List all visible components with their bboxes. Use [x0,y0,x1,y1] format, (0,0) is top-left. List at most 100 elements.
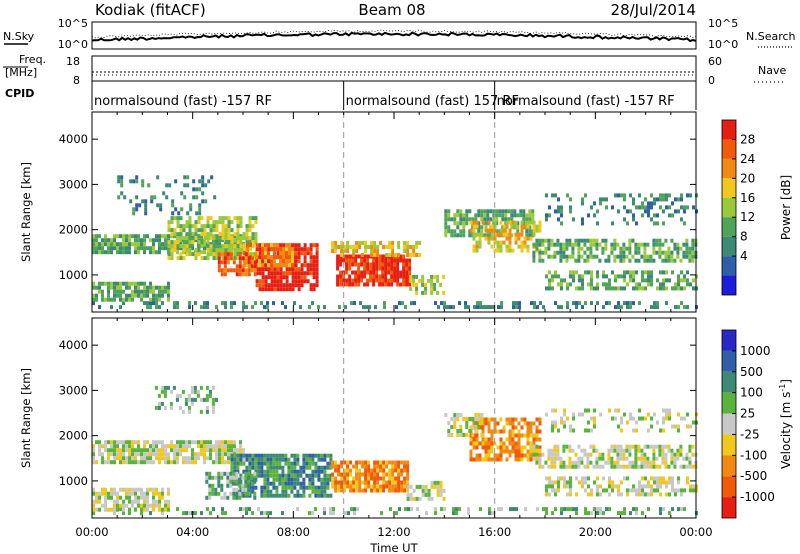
data-cell [282,271,286,276]
data-cell [653,488,656,493]
data-cell [334,464,338,469]
data-cell [258,259,261,264]
data-cell [192,179,196,184]
data-cell [156,203,160,208]
data-cell [456,233,460,238]
data-cell [92,499,95,504]
data-cell [238,260,242,265]
data-cell [143,246,146,251]
data-cell [613,258,617,263]
data-cell [300,283,304,288]
data-cell [119,289,122,294]
data-cell [655,464,659,469]
data-cell [512,305,515,310]
colorbar-segment [722,275,736,295]
data-cell [95,285,98,290]
data-cell [296,461,300,466]
data-cell [315,263,319,268]
data-cell [267,255,270,260]
data-cell [620,274,623,279]
colorbar-tick-label: 8 [740,230,748,244]
data-cell [349,488,353,493]
data-cell [140,238,143,243]
data-cell [140,242,143,247]
data-cell [253,264,257,269]
data-cell [275,493,279,498]
data-cell [682,456,686,461]
data-cell [394,480,398,485]
data-cell [680,197,683,202]
colorbar-tick-label: 24 [740,152,755,166]
data-cell [469,453,473,458]
data-cell [269,481,273,486]
data-cell [194,452,197,457]
data-cell [455,511,458,516]
data-cell [308,457,312,462]
data-cell [472,421,476,426]
data-cell [236,224,240,229]
data-cell [677,480,680,485]
data-cell [101,289,104,294]
data-cell [652,448,656,453]
data-cell [569,270,572,275]
data-cell [658,246,662,251]
colorbar-tick-label: -100 [740,448,767,462]
data-cell [577,456,581,461]
data-cell [539,301,542,306]
data-cell [215,440,218,445]
data-cell [547,456,551,461]
data-cell [143,289,146,294]
data-cell [215,444,218,449]
data-cell [691,464,695,469]
data-cell [212,248,216,253]
data-cell [294,283,298,288]
data-cell [547,242,551,247]
data-cell [189,207,193,212]
data-cell [532,224,536,229]
data-cell [346,241,350,245]
colorbar-segment [722,476,736,498]
data-cell [203,440,206,445]
data-cell [544,246,548,251]
data-cell [677,424,680,429]
data-cell [138,203,142,208]
data-cell [574,258,578,263]
data-cell [134,491,137,496]
data-cell [658,250,662,255]
data-cell [656,480,659,485]
data-cell [191,448,194,453]
data-cell [575,270,578,275]
data-cell [628,238,632,243]
data-cell [628,444,632,449]
data-cell [284,477,288,482]
data-cell [278,465,282,470]
data-cell [668,476,671,481]
data-cell [273,255,276,260]
data-cell [305,465,309,470]
freq-lo-tick: 8 [73,74,80,87]
data-cell [679,258,683,263]
data-cell [281,489,285,494]
data-cell [223,268,227,273]
data-cell [593,507,596,512]
data-cell [146,491,149,496]
data-cell [267,247,271,252]
data-cell [302,457,306,462]
data-cell [522,213,526,218]
data-cell [294,251,298,256]
data-cell [547,452,551,457]
data-cell [107,293,110,298]
data-cell [152,499,155,504]
data-cell [517,421,521,426]
data-cell [179,444,182,449]
data-cell [545,286,548,291]
data-cell [415,484,419,489]
data-cell [107,238,110,243]
data-cell [670,258,674,263]
data-cell [245,469,249,474]
data-cell [173,244,177,249]
data-cell [238,256,242,261]
data-cell [349,472,353,477]
data-cell [191,460,194,465]
data-cell [673,452,677,457]
